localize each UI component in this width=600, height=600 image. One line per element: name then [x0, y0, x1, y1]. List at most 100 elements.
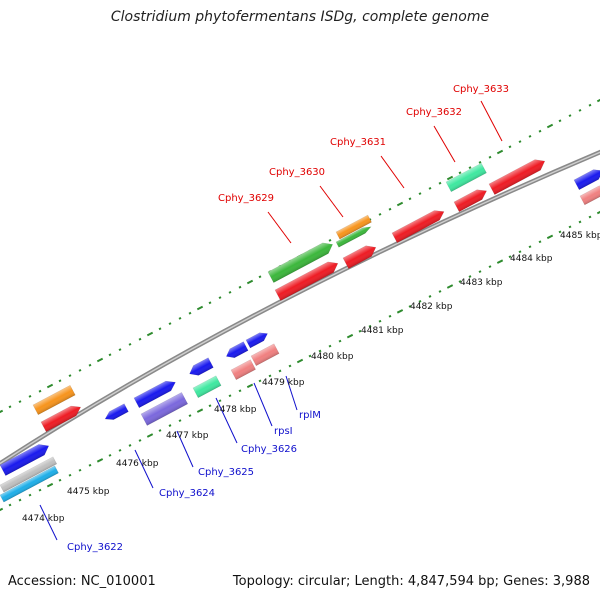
inner-track-tick	[318, 349, 322, 353]
bottom-label-leader	[39, 504, 58, 541]
outer-track-tick	[578, 109, 582, 112]
outer-track-tick	[438, 181, 442, 185]
inner-track-tick	[488, 265, 492, 269]
inner-track-tick	[58, 478, 62, 482]
inner-track-tick	[278, 369, 282, 373]
inner-track-tick	[208, 404, 212, 408]
inner-track-tick	[88, 463, 92, 467]
inner-track-tick	[418, 300, 422, 303]
inner-track-tick	[168, 424, 172, 427]
outer-track-tick	[558, 119, 562, 123]
inner-track-tick	[258, 379, 262, 383]
gene-feature-shading	[454, 189, 487, 212]
outer-track-tick	[568, 114, 572, 117]
inner-track-tick	[446, 284, 454, 289]
inner-track-tick	[378, 319, 382, 323]
outer-track-tick	[138, 337, 142, 341]
kbp-tick-label: 4480 kbp	[311, 352, 354, 362]
outer-track-tick	[8, 405, 12, 409]
inner-track-tick	[496, 259, 504, 264]
gene-feature-shading	[0, 456, 57, 493]
outer-track-tick	[468, 166, 472, 169]
gene-feature-shading	[0, 465, 59, 503]
inner-track-tick	[68, 473, 72, 477]
gene-feature-shading	[141, 392, 188, 426]
outer-track-tick	[258, 275, 262, 279]
outer-track-tick	[508, 145, 512, 149]
inner-track-tick	[346, 333, 354, 339]
inner-track-tick	[268, 374, 272, 378]
gene-features	[0, 159, 600, 503]
inner-track-tick	[188, 414, 192, 418]
gene-feature-shading	[275, 261, 338, 301]
gene-feature-shading	[268, 242, 333, 283]
outer-track-tick	[588, 103, 592, 107]
inner-track-tick	[18, 498, 22, 502]
inner-track-tick	[388, 314, 392, 318]
gene-feature-shading	[574, 169, 600, 190]
accession-text: Accession: NC_010001	[8, 574, 156, 589]
inner-track-tick	[368, 324, 372, 328]
outer-track-tick	[0, 409, 4, 415]
outer-track-tick	[188, 311, 192, 315]
inner-track-tick	[218, 399, 222, 403]
inner-track-tick	[146, 433, 154, 438]
gene-feature-shading	[392, 210, 445, 243]
kbp-tick-label: 4475 kbp	[67, 487, 110, 497]
outer-track-tick	[196, 305, 204, 311]
outer-track-tick	[88, 363, 92, 367]
inner-track-tick	[296, 358, 304, 364]
bottom-label-leader	[134, 449, 154, 489]
inner-track-tick	[358, 329, 362, 333]
genome-title: Clostridium phytofermentans ISDg, comple…	[110, 9, 490, 25]
kbp-tick-label: 4485 kbp	[560, 231, 600, 241]
inner-track-tick	[538, 240, 542, 244]
inner-track-tick	[328, 344, 332, 348]
gene-feature-shading	[251, 343, 280, 366]
kbp-tick-label: 4478 kbp	[214, 405, 257, 415]
inner-track-tick	[228, 394, 232, 398]
outer-track-tick	[78, 369, 82, 372]
kbp-tick-label: 4477 kbp	[166, 431, 209, 441]
outer-track-tick	[158, 327, 162, 331]
outer-track-tick	[218, 296, 222, 299]
inner-track-tick	[178, 419, 182, 422]
outer-track-tick	[38, 389, 42, 393]
outer-track-tick	[446, 175, 454, 181]
top-gene-label: Cphy_3633	[453, 84, 509, 95]
inner-track-tick	[138, 439, 142, 442]
outer-track-tick	[538, 129, 542, 133]
top-label-leader	[433, 125, 456, 163]
outer-track-tick	[168, 322, 172, 325]
outer-track-tick	[488, 155, 492, 159]
outer-track-tick	[128, 343, 132, 346]
outer-track-tick	[378, 213, 382, 216]
outer-track-tick	[546, 123, 554, 129]
outer-track-tick	[228, 291, 232, 294]
inner-track-tick	[108, 453, 112, 457]
outer-track-tick	[388, 207, 392, 211]
genome-summary-text: Topology: circular; Length: 4,847,594 bp…	[232, 574, 590, 589]
inner-track-tick	[568, 225, 572, 229]
kbp-tick-label: 4484 kbp	[510, 254, 553, 264]
outer-track-tick	[328, 239, 332, 242]
outer-track-tick	[28, 395, 32, 398]
bottom-gene-label: Cphy_3622	[67, 542, 123, 553]
inner-track-tick	[308, 354, 312, 358]
outer-track-tick	[146, 331, 154, 337]
bottom-gene-label: Cphy_3626	[241, 444, 297, 455]
kbp-tick-label: 4479 kbp	[262, 378, 305, 388]
backbone-highlight	[0, 151, 600, 465]
inner-track-tick	[38, 488, 42, 492]
inner-track-tick	[196, 408, 204, 413]
gene-feature-shading	[33, 385, 76, 415]
inner-track-tick	[596, 209, 600, 215]
gene-feature-shading	[489, 159, 545, 195]
inner-track-tick	[0, 507, 4, 513]
inner-track-tick	[246, 383, 254, 389]
inner-track-tick	[158, 429, 162, 432]
genome-backbone	[0, 149, 600, 467]
kbp-tick-labels: 4474 kbp 4475 kbp 4476 kbp 4477 kbp 4478 kbp…	[22, 231, 600, 524]
bottom-gene-label: Cphy_3624	[159, 488, 215, 499]
